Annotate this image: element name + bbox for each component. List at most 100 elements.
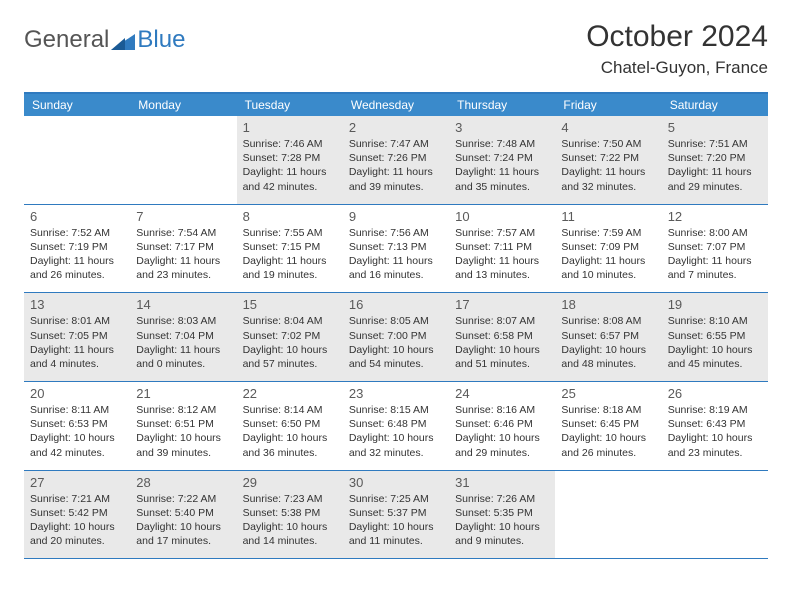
- sunrise-line: Sunrise: 7:50 AM: [561, 137, 655, 151]
- logo-word2: Blue: [137, 26, 185, 54]
- day-number: 11: [561, 209, 655, 224]
- day-cell: 20Sunrise: 8:11 AMSunset: 6:53 PMDayligh…: [24, 382, 130, 470]
- daylight-line: Daylight: 10 hours and 42 minutes.: [30, 431, 124, 459]
- daylight-line: Daylight: 10 hours and 39 minutes.: [136, 431, 230, 459]
- sunrise-line: Sunrise: 7:59 AM: [561, 226, 655, 240]
- empty-day: [662, 471, 768, 559]
- sunset-line: Sunset: 7:20 PM: [668, 151, 762, 165]
- day-number: 21: [136, 386, 230, 401]
- day-cell: 10 Sunrise: 7:57 AMSunset: 7:11 PMDayligh…: [449, 205, 555, 293]
- day-number: 23: [349, 386, 443, 401]
- daylight-line: Daylight: 10 hours and 11 minutes.: [349, 520, 443, 548]
- sunset-line: Sunset: 7:19 PM: [30, 240, 124, 254]
- day-cell: 5Sunrise: 7:51 AMSunset: 7:20 PMDaylight…: [662, 116, 768, 204]
- sunrise-line: Sunrise: 7:22 AM: [136, 492, 230, 506]
- day-cell: 14Sunrise: 8:03 AMSunset: 7:04 PMDayligh…: [130, 293, 236, 381]
- empty-day: [24, 116, 130, 204]
- daylight-line: Daylight: 11 hours and 19 minutes.: [243, 254, 337, 282]
- day-number: 28: [136, 475, 230, 490]
- sunrise-line: Sunrise: 8:14 AM: [243, 403, 337, 417]
- sunrise-line: Sunrise: 8:12 AM: [136, 403, 230, 417]
- daylight-line: Daylight: 10 hours and 20 minutes.: [30, 520, 124, 548]
- day-number: 1: [243, 120, 337, 135]
- daylight-line: Daylight: 11 hours and 13 minutes.: [455, 254, 549, 282]
- daylight-line: Daylight: 11 hours and 26 minutes.: [30, 254, 124, 282]
- day-number: 12: [668, 209, 762, 224]
- empty-day: [555, 471, 661, 559]
- day-number: 3: [455, 120, 549, 135]
- logo-word1: General: [24, 26, 109, 54]
- weekday-header: Wednesday: [343, 94, 449, 116]
- weekday-header: Thursday: [449, 94, 555, 116]
- sunrise-line: Sunrise: 8:01 AM: [30, 314, 124, 328]
- day-cell: 1Sunrise: 7:46 AMSunset: 7:28 PMDaylight…: [237, 116, 343, 204]
- day-number: 25: [561, 386, 655, 401]
- day-number: 13: [30, 297, 124, 312]
- sunset-line: Sunset: 7:24 PM: [455, 151, 549, 165]
- sunset-line: Sunset: 6:58 PM: [455, 329, 549, 343]
- sunset-line: Sunset: 6:50 PM: [243, 417, 337, 431]
- weekday-header-row: SundayMondayTuesdayWednesdayThursdayFrid…: [24, 94, 768, 116]
- weekday-header: Tuesday: [237, 94, 343, 116]
- sunrise-line: Sunrise: 8:11 AM: [30, 403, 124, 417]
- day-number: 15: [243, 297, 337, 312]
- day-cell: 19Sunrise: 8:10 AMSunset: 6:55 PMDayligh…: [662, 293, 768, 381]
- day-number: 5: [668, 120, 762, 135]
- sunrise-line: Sunrise: 8:00 AM: [668, 226, 762, 240]
- day-cell: 16Sunrise: 8:05 AMSunset: 7:00 PMDayligh…: [343, 293, 449, 381]
- day-number: 24: [455, 386, 549, 401]
- sunrise-line: Sunrise: 7:56 AM: [349, 226, 443, 240]
- daylight-line: Daylight: 11 hours and 4 minutes.: [30, 343, 124, 371]
- sunrise-line: Sunrise: 8:18 AM: [561, 403, 655, 417]
- sunset-line: Sunset: 7:15 PM: [243, 240, 337, 254]
- sunset-line: Sunset: 7:05 PM: [30, 329, 124, 343]
- weekday-header: Sunday: [24, 94, 130, 116]
- daylight-line: Daylight: 10 hours and 9 minutes.: [455, 520, 549, 548]
- daylight-line: Daylight: 10 hours and 57 minutes.: [243, 343, 337, 371]
- week-row: 20Sunrise: 8:11 AMSunset: 6:53 PMDayligh…: [24, 382, 768, 471]
- sunrise-line: Sunrise: 8:10 AM: [668, 314, 762, 328]
- day-cell: 6Sunrise: 7:52 AMSunset: 7:19 PMDaylight…: [24, 205, 130, 293]
- daylight-line: Daylight: 10 hours and 23 minutes.: [668, 431, 762, 459]
- weeks-container: 1Sunrise: 7:46 AMSunset: 7:28 PMDaylight…: [24, 116, 768, 559]
- day-cell: 21 Sunrise: 8:12 AMSunset: 6:51 PMDayligh…: [130, 382, 236, 470]
- day-cell: 30Sunrise: 7:25 AMSunset: 5:37 PMDayligh…: [343, 471, 449, 559]
- sunrise-line: Sunrise: 7:21 AM: [30, 492, 124, 506]
- sunset-line: Sunset: 7:11 PM: [455, 240, 549, 254]
- sunrise-line: Sunrise: 8:03 AM: [136, 314, 230, 328]
- day-number: 29: [243, 475, 337, 490]
- sunrise-line: Sunrise: 7:47 AM: [349, 137, 443, 151]
- sunrise-line: Sunrise: 8:04 AM: [243, 314, 337, 328]
- daylight-line: Daylight: 11 hours and 16 minutes.: [349, 254, 443, 282]
- sunrise-line: Sunrise: 7:52 AM: [30, 226, 124, 240]
- sunset-line: Sunset: 7:00 PM: [349, 329, 443, 343]
- day-cell: 27Sunrise: 7:21 AMSunset: 5:42 PMDayligh…: [24, 471, 130, 559]
- daylight-line: Daylight: 10 hours and 29 minutes.: [455, 431, 549, 459]
- day-cell: 3Sunrise: 7:48 AMSunset: 7:24 PMDaylight…: [449, 116, 555, 204]
- sunset-line: Sunset: 7:13 PM: [349, 240, 443, 254]
- sunrise-line: Sunrise: 7:23 AM: [243, 492, 337, 506]
- daylight-line: Daylight: 11 hours and 7 minutes.: [668, 254, 762, 282]
- sunset-line: Sunset: 5:35 PM: [455, 506, 549, 520]
- day-cell: 22Sunrise: 8:14 AMSunset: 6:50 PMDayligh…: [237, 382, 343, 470]
- day-cell: 31Sunrise: 7:26 AMSunset: 5:35 PMDayligh…: [449, 471, 555, 559]
- sunrise-line: Sunrise: 7:51 AM: [668, 137, 762, 151]
- day-cell: 13 Sunrise: 8:01 AMSunset: 7:05 PMDayligh…: [24, 293, 130, 381]
- sunrise-line: Sunrise: 7:25 AM: [349, 492, 443, 506]
- sunrise-line: Sunrise: 7:57 AM: [455, 226, 549, 240]
- empty-day: [130, 116, 236, 204]
- title-block: October 2024 Chatel-Guyon, France: [586, 20, 768, 78]
- day-cell: 15Sunrise: 8:04 AMSunset: 7:02 PMDayligh…: [237, 293, 343, 381]
- daylight-line: Daylight: 11 hours and 23 minutes.: [136, 254, 230, 282]
- day-cell: 26Sunrise: 8:19 AMSunset: 6:43 PMDayligh…: [662, 382, 768, 470]
- day-number: 8: [243, 209, 337, 224]
- sunset-line: Sunset: 6:51 PM: [136, 417, 230, 431]
- day-number: 31: [455, 475, 549, 490]
- sunset-line: Sunset: 7:09 PM: [561, 240, 655, 254]
- daylight-line: Daylight: 11 hours and 42 minutes.: [243, 165, 337, 193]
- sunrise-line: Sunrise: 7:46 AM: [243, 137, 337, 151]
- day-number: 10: [455, 209, 549, 224]
- daylight-line: Daylight: 10 hours and 14 minutes.: [243, 520, 337, 548]
- sunrise-line: Sunrise: 8:16 AM: [455, 403, 549, 417]
- sunset-line: Sunset: 5:37 PM: [349, 506, 443, 520]
